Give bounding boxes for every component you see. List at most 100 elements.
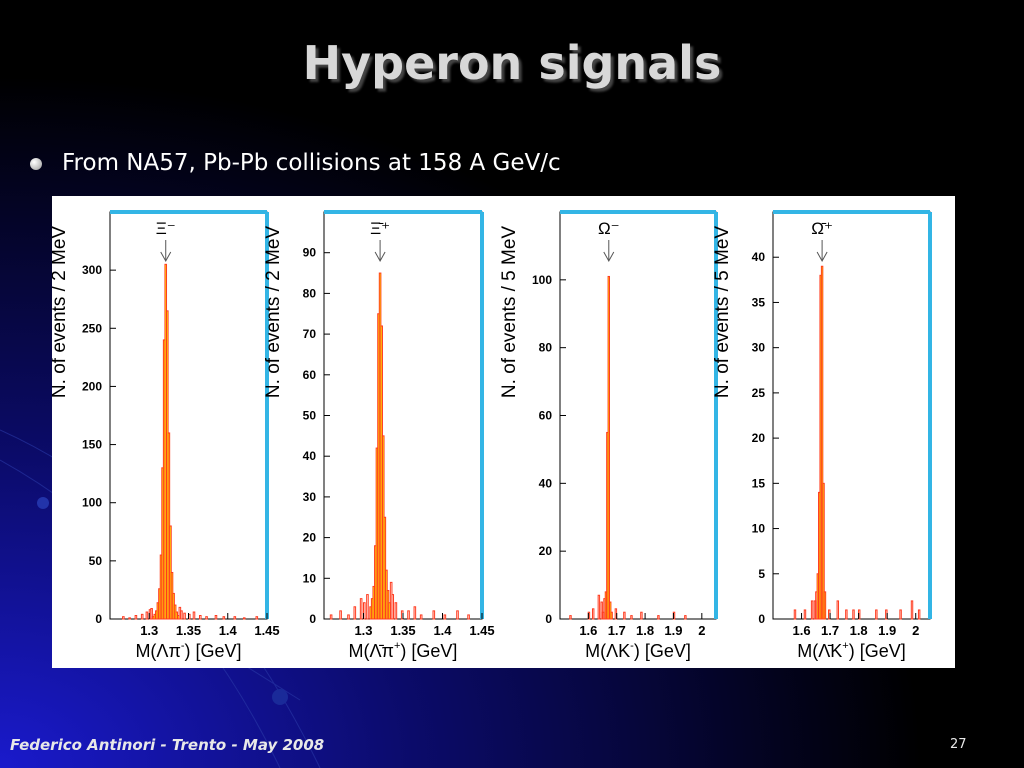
- background-bin: [192, 611, 196, 620]
- background-bin: [845, 609, 848, 620]
- background-bin: [810, 600, 814, 620]
- bullet-text: From NA57, Pb-Pb collisions at 158 A GeV…: [62, 150, 561, 176]
- y-tick-label: 50: [303, 409, 317, 423]
- x-tick-label: 2: [698, 623, 705, 638]
- background-bin: [134, 615, 138, 620]
- y-tick-label: 90: [303, 246, 317, 260]
- peak-arrow-icon: [603, 251, 615, 263]
- background-bin: [353, 606, 357, 620]
- y-axis-label: N. of events / 2 MeV: [52, 226, 70, 398]
- background-bin: [684, 615, 687, 620]
- y-tick-label: 50: [89, 554, 103, 568]
- y-tick-label: 35: [752, 295, 766, 309]
- y-tick-label: 25: [752, 386, 766, 400]
- y-tick-label: 40: [752, 250, 766, 264]
- background-bin: [852, 609, 855, 620]
- y-tick-label: 70: [303, 327, 317, 341]
- background-bin: [183, 612, 186, 620]
- x-tick-label: 1.4: [219, 623, 238, 638]
- background-bin: [214, 615, 218, 620]
- peak-label: Ξ̄⁺: [370, 219, 390, 238]
- x-tick-label: 1.3: [140, 623, 158, 638]
- background-bin: [359, 598, 363, 620]
- plot-frame: [323, 211, 483, 620]
- y-tick-label: 250: [82, 321, 102, 335]
- y-tick-label: 200: [82, 379, 102, 393]
- x-tick-label: 1.9: [664, 623, 682, 638]
- background-bin: [600, 601, 603, 620]
- x-tick-label: 2: [912, 623, 919, 638]
- background-bin: [329, 614, 333, 620]
- histogram-panel-4: 0 5 10 15 20 25 30 35 40 1.6 1.7 1.8 1.9 2 N. of event…: [712, 210, 932, 661]
- y-tick-label: 60: [539, 409, 553, 423]
- peak-arrow-icon: [816, 251, 828, 263]
- x-tick-label: 1.9: [878, 623, 896, 638]
- x-tick-label: 1.4: [433, 623, 452, 638]
- background-bin: [205, 616, 208, 620]
- background-bin: [363, 602, 366, 620]
- background-bin: [456, 610, 459, 620]
- peak-arrow-icon: [374, 251, 386, 263]
- background-bin: [140, 613, 144, 620]
- background-bin: [630, 615, 633, 620]
- y-tick-label: 20: [539, 544, 553, 558]
- background-bin: [899, 609, 902, 620]
- background-bin: [917, 609, 921, 620]
- background-bin: [407, 610, 410, 620]
- y-tick-label: 20: [752, 431, 766, 445]
- background-bin: [910, 600, 914, 620]
- bullet-dot-icon: [30, 158, 42, 170]
- page-number: 27: [950, 737, 967, 752]
- y-tick-label: 5: [758, 567, 765, 581]
- y-axis-label: N. of events / 5 MeV: [712, 226, 733, 398]
- y-tick-label: 150: [82, 438, 102, 452]
- background-bin: [419, 614, 423, 620]
- x-tick-label: 1.8: [850, 623, 868, 638]
- peak-label: Ω̄⁺: [811, 219, 833, 238]
- y-tick-label: 30: [752, 341, 766, 355]
- y-tick-label: 80: [303, 286, 317, 300]
- background-bin: [443, 614, 447, 620]
- y-axis-label: N. of events / 5 MeV: [499, 226, 520, 398]
- background-bin: [222, 616, 226, 620]
- background-bin: [180, 610, 183, 620]
- background-bin: [347, 614, 350, 620]
- background-bin: [394, 602, 398, 620]
- peak-label: Ξ⁻: [156, 219, 176, 238]
- y-tick-label: 100: [532, 273, 552, 287]
- background-bin: [145, 611, 149, 620]
- background-bin: [623, 611, 626, 620]
- x-tick-label: 1.45: [469, 623, 494, 638]
- y-tick-label: 80: [539, 341, 553, 355]
- background-bin: [122, 616, 125, 620]
- background-bin: [836, 600, 840, 620]
- background-bin: [640, 611, 643, 620]
- background-bin: [875, 609, 878, 620]
- footer-author: Federico Antinori - Trento - May 2008: [10, 736, 325, 754]
- y-tick-label: 300: [82, 263, 102, 277]
- x-tick-label: 1.7: [821, 623, 839, 638]
- plot-frame: [559, 211, 717, 620]
- x-axis-label: M(Λ̄K+) [GeV]: [797, 640, 905, 661]
- y-tick-label: 40: [539, 476, 553, 490]
- y-tick-label: 30: [303, 490, 317, 504]
- y-tick-label: 60: [303, 368, 317, 382]
- background-bin: [591, 608, 595, 620]
- plot-frame: [772, 211, 931, 620]
- signal-bin: [177, 615, 180, 620]
- background-bin: [366, 594, 369, 620]
- slide-title: Hyperon signals: [302, 36, 722, 90]
- y-tick-label: 0: [758, 612, 765, 626]
- x-tick-label: 1.8: [636, 623, 654, 638]
- background-bin: [793, 609, 797, 620]
- y-tick-label: 15: [752, 476, 766, 490]
- background-bin: [233, 616, 237, 620]
- background-bin: [391, 594, 395, 620]
- background-bin: [597, 594, 601, 620]
- background-bin: [339, 610, 342, 620]
- y-tick-label: 0: [95, 612, 102, 626]
- x-axis-label: M(ΛK-) [GeV]: [585, 640, 691, 661]
- signal-bin: [820, 265, 824, 620]
- background-bin: [569, 615, 572, 620]
